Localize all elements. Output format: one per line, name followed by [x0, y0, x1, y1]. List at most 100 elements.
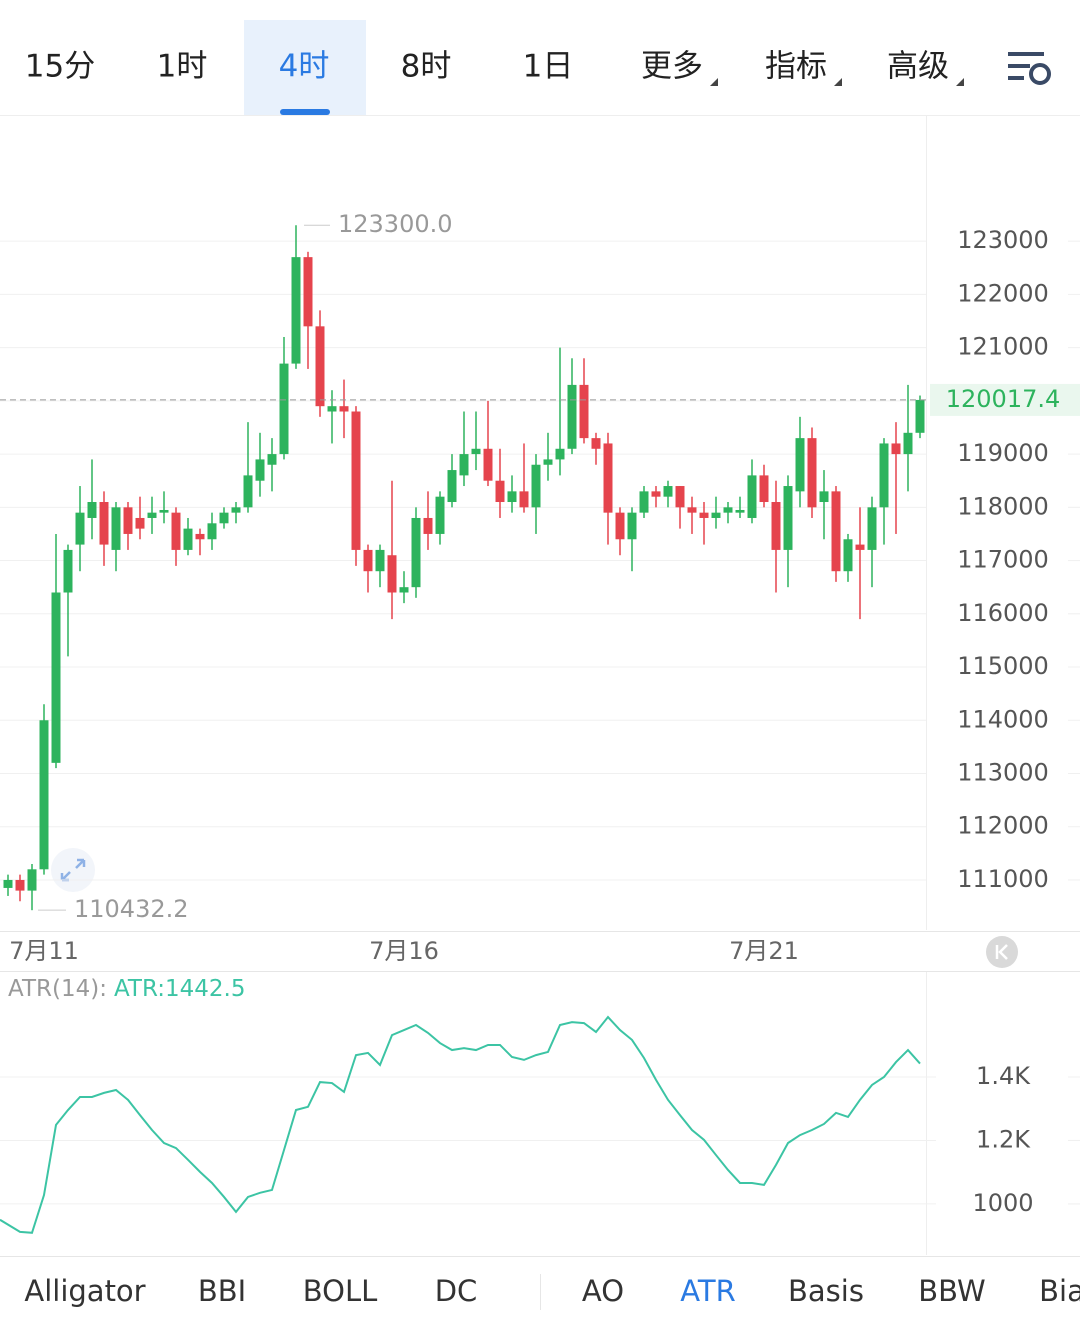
candle-body [675, 486, 685, 508]
candle-body [87, 502, 97, 518]
candle-body [39, 720, 49, 870]
candle-body [123, 507, 133, 534]
timeframe-tab[interactable]: 1时 [157, 49, 208, 85]
candle-body [759, 475, 769, 503]
candle-body [531, 464, 541, 508]
candle-body [555, 448, 565, 460]
candle-body [699, 512, 709, 518]
candle-body [195, 533, 205, 540]
expand-icon[interactable] [51, 848, 95, 892]
candle-body [795, 438, 805, 492]
y-tick-label: 1.4K [976, 1062, 1031, 1090]
active-tab-bg [244, 20, 366, 115]
back-icon[interactable] [986, 936, 1018, 968]
candle-body [435, 496, 445, 534]
candle-body [711, 512, 721, 518]
indicator-tab[interactable]: Bia [1039, 1274, 1080, 1308]
last-price-label: 120017.4 [946, 385, 1061, 413]
y-tick-label: 118000 [957, 492, 1049, 520]
y-tick-label: 119000 [957, 439, 1049, 467]
candle-body [447, 470, 457, 503]
indicator-name: ATR(14): [8, 976, 107, 1002]
candle-body [783, 486, 793, 550]
candle-body [63, 549, 73, 593]
candle-body [399, 587, 409, 593]
candle-body [807, 438, 817, 508]
candle-body [207, 523, 217, 540]
timeframe-tab[interactable]: 15分 [25, 49, 95, 85]
candle-body [615, 512, 625, 540]
candle-body [315, 326, 325, 407]
y-tick-label: 117000 [957, 546, 1049, 574]
candle-body [891, 443, 901, 455]
candle-body [543, 459, 553, 465]
timeframe-tab[interactable]: 8时 [401, 49, 452, 85]
candle-body [627, 512, 637, 540]
y-tick-label: 111000 [957, 865, 1049, 893]
indicator-tab[interactable]: BBI [198, 1274, 246, 1308]
indicator-tab[interactable]: BBW [918, 1274, 985, 1308]
candle-body [387, 555, 397, 593]
indicator-tab[interactable]: ATR [680, 1274, 735, 1308]
y-tick-label: 116000 [957, 599, 1049, 627]
candle-body [735, 509, 745, 513]
x-tick-label: 7月21 [729, 937, 799, 965]
candle-body [651, 491, 661, 497]
last-price-box [930, 383, 1080, 416]
indicator-tab[interactable]: DC [435, 1274, 478, 1308]
indicator-title: ATR(14): ATR:1442.5 [8, 976, 245, 1002]
timeframe-tab[interactable]: 4时 [279, 49, 330, 85]
timeframe-tab[interactable]: 高级 [887, 49, 949, 85]
y-tick-label: 114000 [957, 705, 1049, 733]
candle-body [267, 454, 277, 465]
candle-body [75, 512, 85, 545]
candle-body [591, 438, 601, 449]
candle-body [51, 592, 61, 763]
candle-body [747, 475, 757, 518]
timeframe-tab[interactable]: 1日 [523, 49, 574, 85]
candle-body [483, 448, 493, 481]
candle-body [579, 384, 589, 439]
candle-body [831, 491, 841, 572]
candle-body [495, 480, 505, 503]
candle-body [99, 502, 109, 545]
candle-body [723, 507, 733, 513]
indicator-tab[interactable]: BOLL [303, 1274, 378, 1308]
indicator-tab[interactable]: Alligator [24, 1274, 145, 1308]
candle-body [135, 517, 145, 529]
candle-body [771, 502, 781, 550]
candle-body [15, 879, 25, 891]
candle-body [507, 491, 517, 503]
timeframe-tab[interactable]: 指标 [765, 49, 827, 85]
candle-body [603, 443, 613, 513]
candle-body [327, 406, 337, 412]
candle-body [339, 406, 349, 412]
candle-body [27, 869, 37, 891]
y-tick-label: 121000 [957, 333, 1049, 361]
settings-icon[interactable] [1008, 52, 1051, 85]
x-tick-label: 7月16 [369, 937, 439, 965]
indicator-tab[interactable]: Basis [788, 1274, 864, 1308]
candle-body [411, 517, 421, 588]
x-tick-label: 7月11 [9, 937, 79, 965]
y-tick-label: 123000 [957, 226, 1049, 254]
candle-body [255, 459, 265, 481]
max-label: 123300.0 [338, 210, 453, 238]
candle-body [303, 257, 313, 327]
y-tick-label: 122000 [957, 279, 1049, 307]
candle-body [375, 549, 385, 572]
active-tab-underline [280, 109, 330, 115]
y-tick-label: 1000 [972, 1189, 1033, 1217]
candle-body [843, 539, 853, 572]
candle-body [279, 363, 289, 455]
indicator-tab[interactable]: AO [582, 1274, 624, 1308]
candle-body [231, 507, 241, 513]
candle-body [243, 475, 253, 508]
timeframe-tab[interactable]: 更多 [641, 49, 703, 85]
candle-body [915, 399, 925, 433]
candle-body [3, 879, 13, 888]
candle-body [519, 491, 529, 508]
candle-body [459, 454, 469, 476]
candle-body [639, 491, 649, 513]
